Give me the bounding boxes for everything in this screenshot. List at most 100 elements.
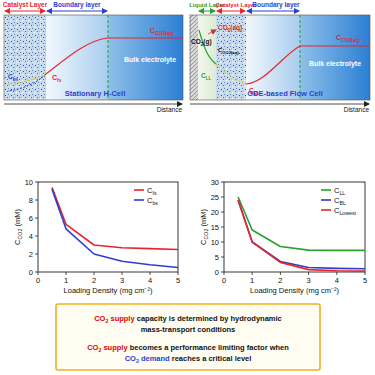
- layer-span-arrow: [247, 11, 299, 12]
- y-tick-label: 25: [211, 193, 219, 202]
- text-part: supply: [108, 314, 135, 323]
- legend-label: Cfs​: [147, 186, 157, 196]
- text-part: (aq): [230, 24, 242, 32]
- x-axis-label: Loading Density (mg cm⁻²): [250, 286, 339, 295]
- series-line: [238, 200, 365, 269]
- panel-frame: [190, 15, 370, 100]
- legend-swatch: [134, 189, 144, 191]
- subscript: bs: [152, 200, 158, 206]
- subscript: fs: [152, 190, 156, 196]
- y-tick-label: 0: [215, 268, 219, 277]
- text-part: ​: [157, 196, 158, 205]
- text-part: ​: [211, 72, 212, 79]
- text-part: Stationary H-Cell: [65, 89, 125, 98]
- text-part: Bulk electrolyte: [309, 60, 361, 68]
- subscript: bs: [13, 77, 19, 82]
- bulk-region: [108, 15, 183, 100]
- profile-curve: [8, 74, 46, 91]
- summary-line: mass-transport conditions: [141, 325, 236, 334]
- boundary-layer: [246, 15, 300, 100]
- legend-swatch: [134, 199, 144, 201]
- concentration-label: CCO2(aq)​: [336, 34, 360, 43]
- distance-axis: [4, 104, 182, 105]
- text-part: Bulk electrolyte: [124, 56, 176, 64]
- text-part: reaches a critical level: [170, 354, 252, 363]
- text-part: ​: [238, 47, 239, 53]
- y-tick-label: 6: [29, 214, 33, 223]
- dissolution-arrow: [208, 30, 216, 34]
- boundary-layer: [46, 15, 108, 100]
- summary-segment: CO2 supply: [94, 314, 135, 324]
- x-tick: [280, 272, 281, 275]
- species-label: CO2(aq): [218, 24, 242, 33]
- text-part: ​: [345, 196, 346, 205]
- layer-label: Catalyst Layer: [215, 2, 257, 8]
- x-tick-label: 0: [36, 276, 40, 285]
- subscript: fs: [57, 78, 62, 83]
- layer-label: Boundary layer: [53, 1, 101, 9]
- x-axis-label: Loading Density (mg cm⁻²): [64, 286, 153, 295]
- y-axis-label: CCO2 (mM): [13, 209, 23, 245]
- profile-curve: [199, 30, 216, 64]
- y-tick-label: 15: [211, 223, 219, 232]
- layer-label: Boundary layer: [252, 1, 300, 9]
- text-part: Catalyst Layer: [215, 2, 257, 8]
- summary-segment: CO2 demand: [125, 354, 170, 364]
- series-line: [238, 200, 365, 271]
- text-part: Boundary layer: [252, 1, 300, 9]
- x-tick: [122, 272, 123, 275]
- x-tick: [365, 272, 366, 275]
- subscript: CO2(aq): [222, 50, 239, 55]
- text-part: Loading Density (mg cm⁻²): [250, 286, 339, 295]
- gas-diffusion-layer: [190, 15, 198, 100]
- x-tick-label: 1: [64, 276, 68, 285]
- x-tick: [224, 272, 225, 275]
- text-part: CO: [94, 314, 105, 323]
- gas-label: CO2(g): [191, 38, 212, 47]
- subscript: LL: [206, 76, 212, 81]
- text-part: ​: [174, 27, 175, 34]
- summary-segment: mass-transport conditions: [141, 325, 236, 334]
- liquid-layer: [198, 15, 216, 100]
- text-part: ​: [18, 73, 19, 80]
- x-tick: [94, 272, 95, 275]
- plot-frame: [224, 182, 365, 272]
- text-part: becomes a performance limiting factor wh…: [128, 343, 290, 352]
- concentration-label: Cbs​: [8, 73, 18, 82]
- concentration-label: CLL​: [201, 72, 211, 81]
- text-part: (g): [203, 38, 211, 46]
- axis-label: Distance: [344, 106, 370, 113]
- series-line: [52, 187, 178, 249]
- x-tick-label: 3: [307, 276, 311, 285]
- x-tick: [38, 272, 39, 275]
- text-part: supply: [101, 343, 128, 352]
- text-part: (mM): [199, 209, 208, 229]
- legend-label: CLL​: [334, 186, 345, 196]
- y-tick-label: 2: [29, 250, 33, 259]
- panel-title: Stationary H-Cell: [65, 89, 125, 98]
- text-part: Distance: [157, 106, 183, 113]
- concentration-label: CCO2(aq)​: [150, 27, 174, 36]
- text-part: CO: [191, 38, 201, 45]
- plot-frame: [38, 182, 178, 272]
- legend-label: CBL​: [334, 196, 346, 206]
- legend-label: Cbs​: [147, 196, 158, 206]
- text-part: mass-transport conditions: [141, 325, 236, 334]
- text-part: CO: [125, 354, 136, 363]
- subscript: CO2: [203, 229, 209, 240]
- y-tick-label: 5: [215, 253, 219, 262]
- y-tick-label: 30: [211, 178, 219, 187]
- summary-segment: becomes a performance limiting factor wh…: [128, 343, 290, 352]
- layer-span-arrow: [199, 11, 215, 12]
- x-tick-label: 1: [250, 276, 254, 285]
- boundary-edge: [108, 15, 109, 100]
- subscript: LL: [339, 190, 345, 196]
- subscript: CO2(aq): [341, 38, 360, 43]
- summary-line: CO2 supply capacity is determined by hyd…: [94, 314, 282, 324]
- boundary-edge: [300, 15, 301, 100]
- y-tick-label: 0: [29, 268, 33, 277]
- text-part: ​: [356, 206, 357, 215]
- x-tick-label: 4: [335, 276, 339, 285]
- subscript: Lowest: [339, 210, 356, 216]
- text-part: demand: [139, 354, 170, 363]
